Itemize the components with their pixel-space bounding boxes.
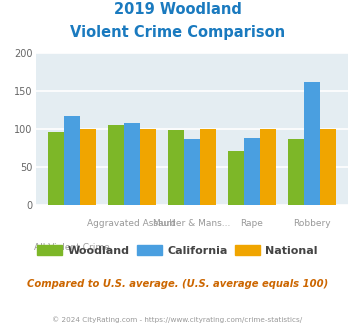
Bar [140,129,155,205]
Bar [64,116,80,205]
Bar [260,129,276,205]
Text: Robbery: Robbery [293,219,331,228]
Legend: Woodland, California, National: Woodland, California, National [33,240,322,260]
Bar [48,132,64,205]
Bar [320,129,336,205]
Text: All Violent Crime: All Violent Crime [34,243,109,251]
Bar [288,139,304,205]
Text: Murder & Mans...: Murder & Mans... [153,219,230,228]
Text: Rape: Rape [240,219,263,228]
Text: © 2024 CityRating.com - https://www.cityrating.com/crime-statistics/: © 2024 CityRating.com - https://www.city… [53,317,302,323]
Bar [244,138,260,205]
Text: Compared to U.S. average. (U.S. average equals 100): Compared to U.S. average. (U.S. average … [27,279,328,289]
Bar [304,82,320,205]
Bar [228,151,244,205]
Bar [168,130,184,205]
Bar [200,129,216,205]
Text: Aggravated Assault: Aggravated Assault [87,219,176,228]
Text: 2019 Woodland: 2019 Woodland [114,2,241,16]
Bar [124,123,140,205]
Text: Violent Crime Comparison: Violent Crime Comparison [70,25,285,40]
Bar [184,139,200,205]
Bar [108,125,124,205]
Bar [80,129,95,205]
